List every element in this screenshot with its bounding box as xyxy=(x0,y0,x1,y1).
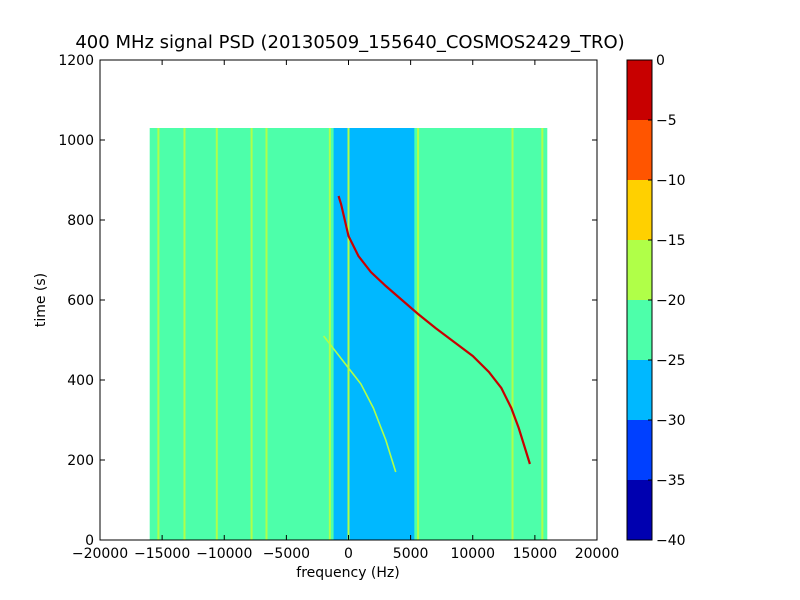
colorbar-level xyxy=(627,420,652,480)
colorbar-level xyxy=(627,60,652,120)
y-tick-label: 1200 xyxy=(58,53,94,69)
colorbar-level xyxy=(627,480,652,540)
y-tick-label: 200 xyxy=(67,453,94,469)
y-tick-label: 400 xyxy=(67,373,94,389)
colorbar: 0 −5 −10 −15 −20 −25 −30 −35 −40 xyxy=(626,53,686,549)
chart-title: 400 MHz signal PSD (20130509_155640_COSM… xyxy=(75,32,624,53)
y-axis: 0 200 400 600 800 1000 1200 xyxy=(58,53,597,549)
y-tick-label: 1000 xyxy=(58,133,94,149)
colorbar-tick-label: −40 xyxy=(656,533,686,549)
x-axis: −20000 −15000 −10000 −5000 0 5000 10000 15000 20… xyxy=(72,60,619,562)
colorbar-tick-label: −15 xyxy=(656,233,686,249)
y-tick-label: 0 xyxy=(85,533,94,549)
colorbar-tick-label: −30 xyxy=(656,413,686,429)
y-tick-label: 800 xyxy=(67,213,94,229)
x-tick-label: −10000 xyxy=(196,546,252,562)
x-tick-label: 20000 xyxy=(575,546,620,562)
x-tick-label: 0 xyxy=(344,546,353,562)
colorbar-level xyxy=(627,180,652,240)
colorbar-level xyxy=(627,120,652,180)
colorbar-tick-label: −25 xyxy=(656,353,686,369)
colorbar-tick-label: −35 xyxy=(656,473,686,489)
heatmap-region xyxy=(333,128,415,540)
colorbar-tick-label: −10 xyxy=(656,173,686,189)
x-tick-label: −15000 xyxy=(134,546,190,562)
x-tick-label: 5000 xyxy=(393,546,429,562)
x-tick-label: −20000 xyxy=(72,546,128,562)
y-tick-label: 600 xyxy=(67,293,94,309)
heatmap-layer xyxy=(149,128,548,540)
colorbar-tick-label: −20 xyxy=(656,293,686,309)
colorbar-tick-label: −5 xyxy=(656,113,677,129)
x-tick-label: −5000 xyxy=(263,546,310,562)
colorbar-level xyxy=(627,360,652,420)
x-tick-label: 10000 xyxy=(450,546,495,562)
colorbar-level xyxy=(627,240,652,300)
y-axis-label: time (s) xyxy=(33,273,49,327)
trace-line xyxy=(337,195,531,465)
trace-line xyxy=(323,335,397,473)
x-axis-label: frequency (Hz) xyxy=(296,565,399,581)
colorbar-tick-label: 0 xyxy=(656,53,665,69)
colorbar-level xyxy=(627,300,652,360)
x-tick-label: 15000 xyxy=(513,546,558,562)
